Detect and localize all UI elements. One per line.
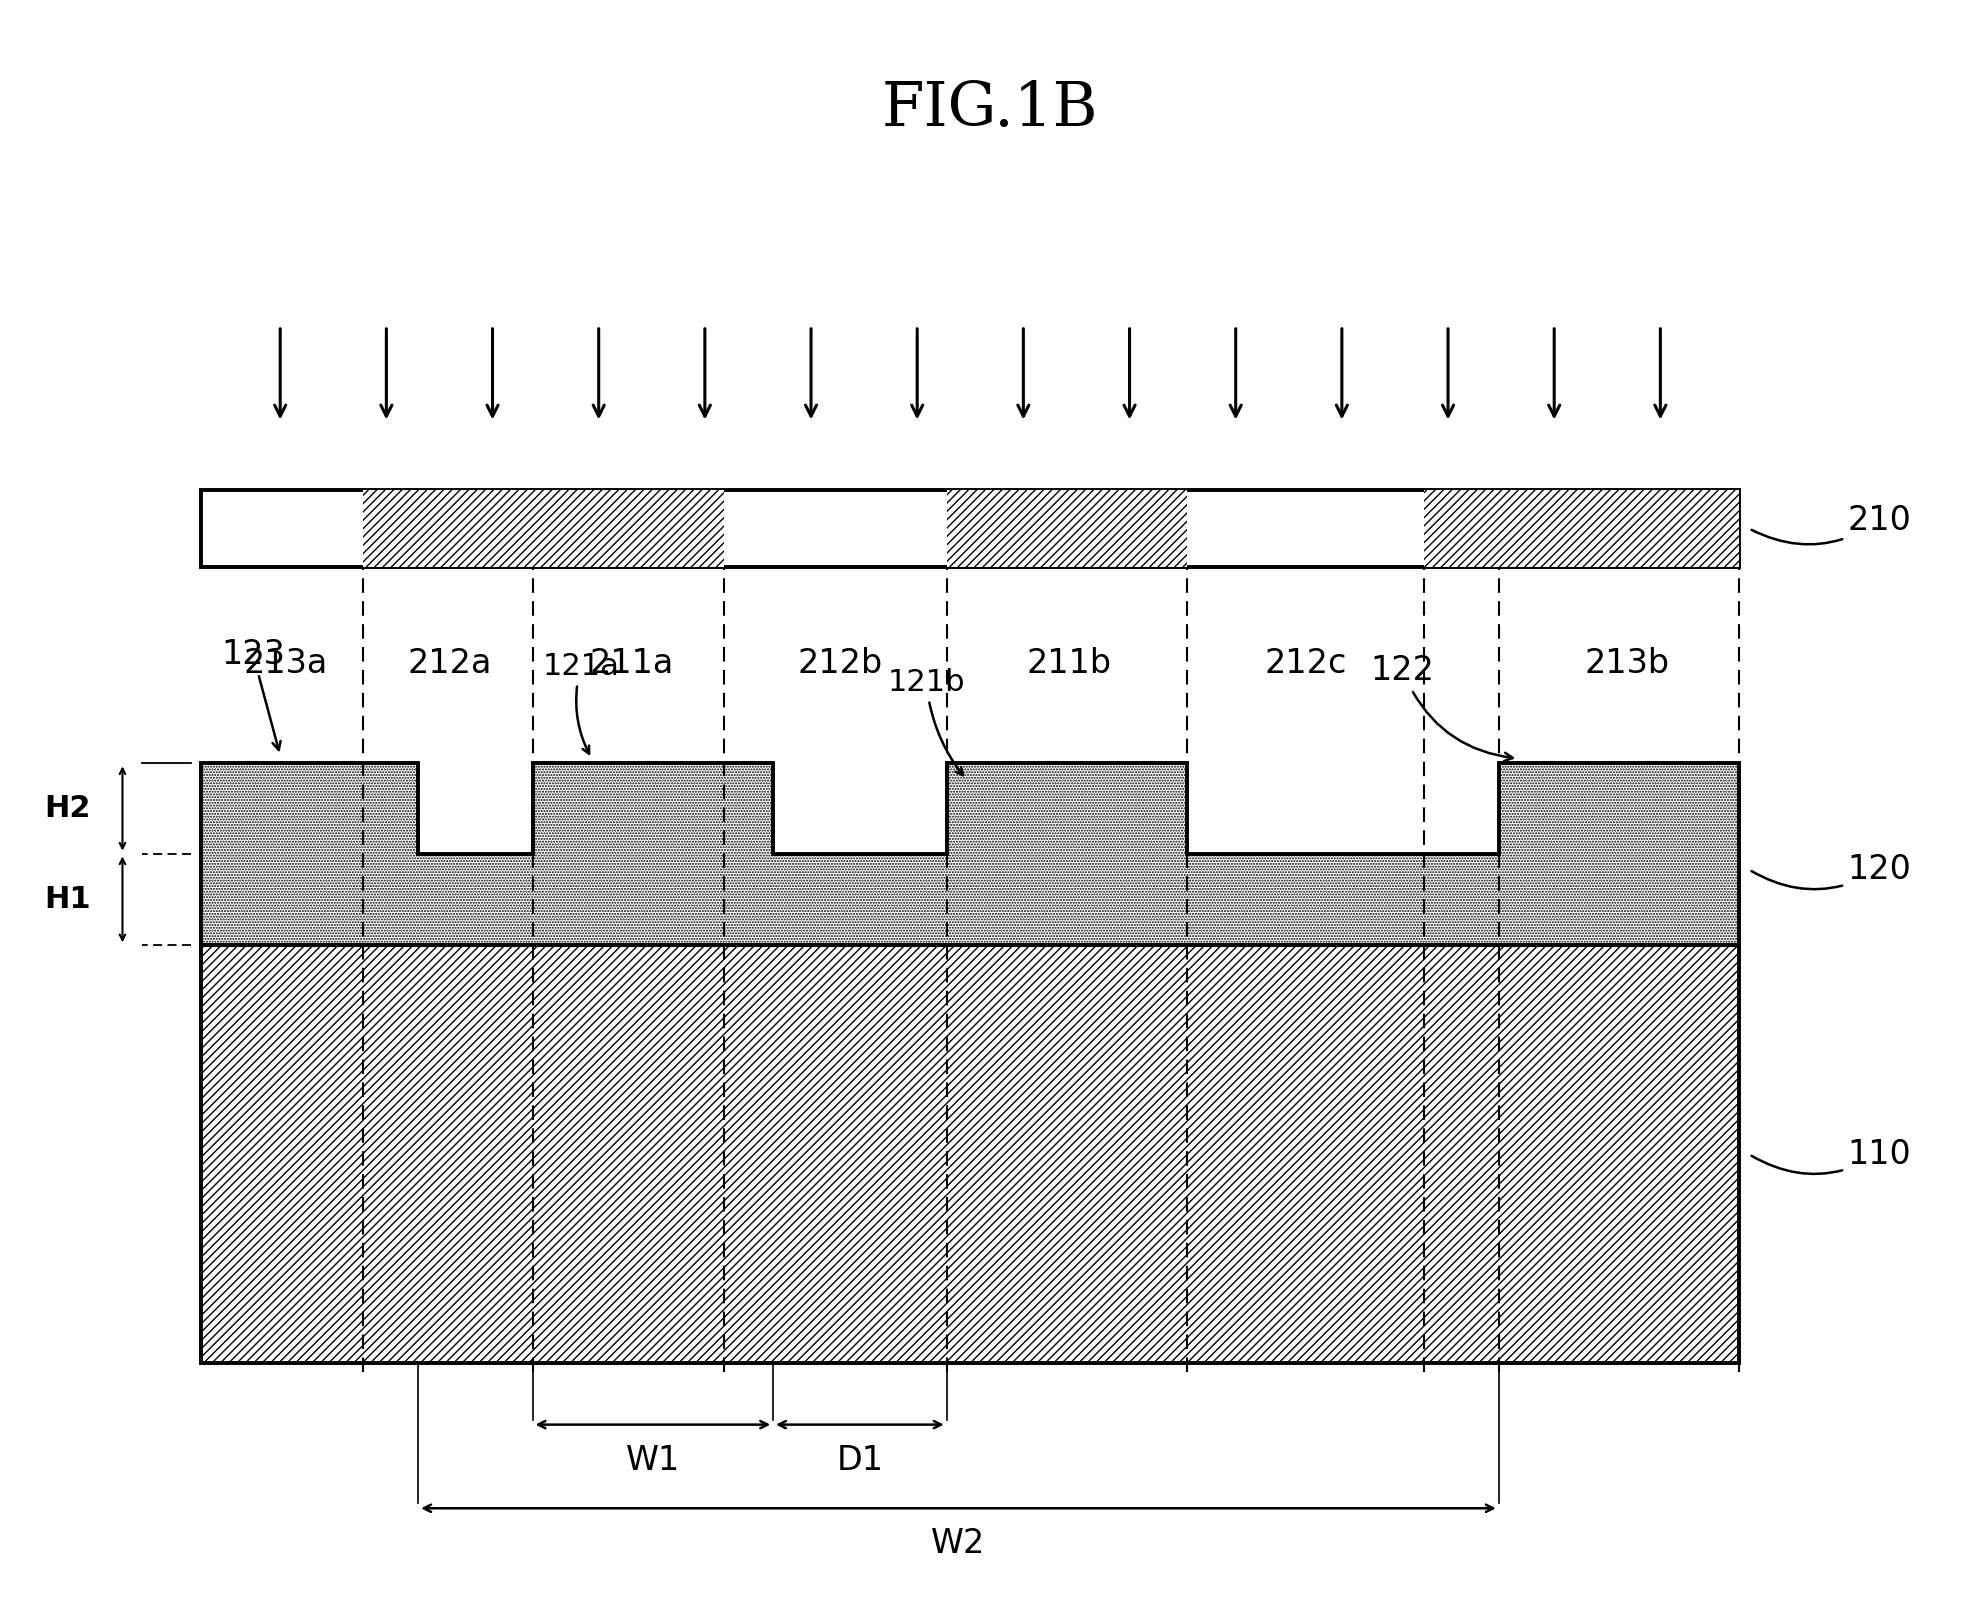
Text: W1: W1 (626, 1444, 679, 1476)
Text: 213b: 213b (1584, 647, 1669, 681)
Text: 213a: 213a (244, 647, 329, 681)
Text: 123: 123 (222, 637, 285, 750)
Text: FIG.1B: FIG.1B (881, 79, 1099, 139)
Text: W2: W2 (931, 1526, 986, 1560)
Bar (202, 946, 1738, 1363)
Text: H1: H1 (44, 884, 91, 914)
Text: 212a: 212a (408, 647, 491, 681)
Text: 212b: 212b (798, 647, 883, 681)
Polygon shape (202, 763, 1738, 946)
Text: D1: D1 (836, 1444, 883, 1476)
Text: 210: 210 (1752, 505, 1911, 545)
Text: 121b: 121b (887, 668, 964, 775)
Bar (362, 490, 725, 568)
Text: 211b: 211b (1026, 647, 1111, 681)
Text: 110: 110 (1752, 1138, 1911, 1174)
Bar (1424, 490, 1738, 568)
Bar (946, 490, 1188, 568)
Text: 122: 122 (1370, 653, 1513, 762)
Text: 120: 120 (1752, 854, 1911, 889)
Text: 211a: 211a (588, 647, 673, 681)
Bar (202, 946, 1738, 1363)
Text: H2: H2 (44, 794, 91, 823)
Text: 212c: 212c (1265, 647, 1346, 681)
Bar (202, 490, 1738, 568)
Text: 121a: 121a (543, 652, 620, 754)
